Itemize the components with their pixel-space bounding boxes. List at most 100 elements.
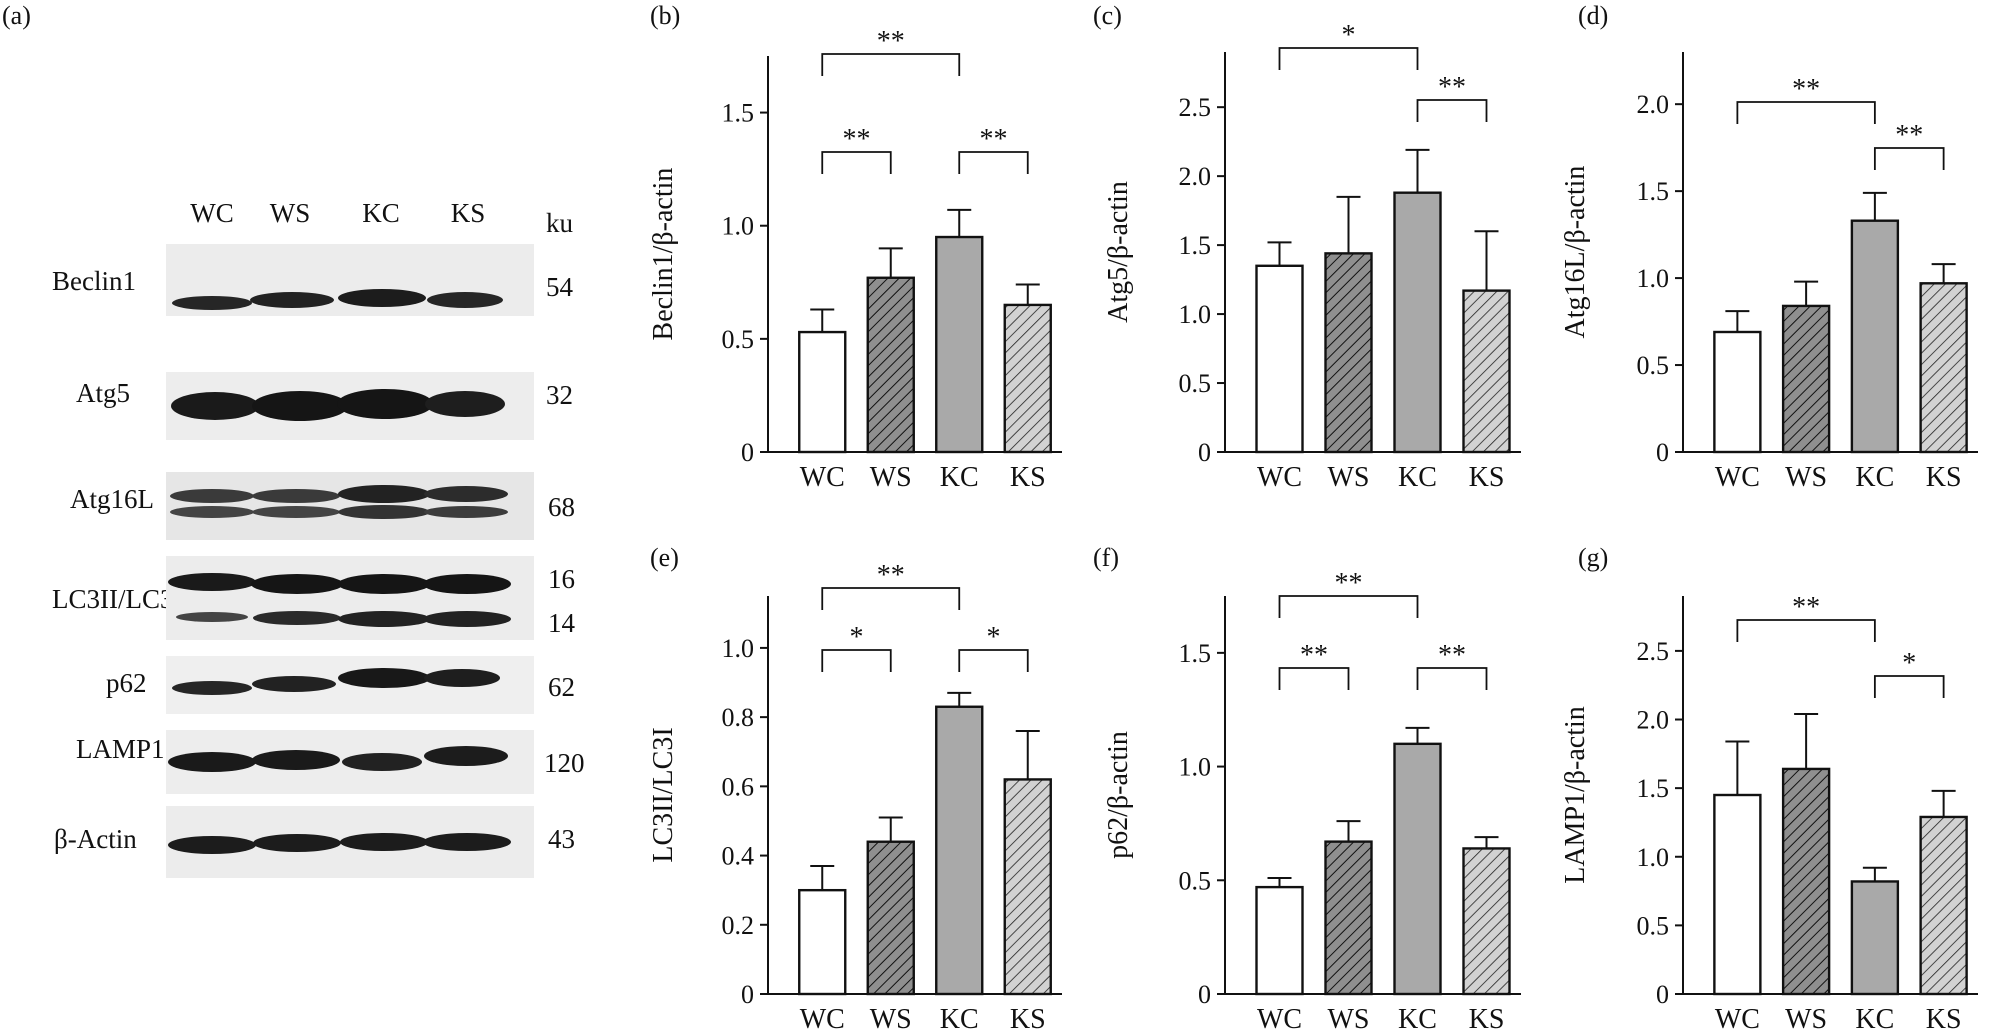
y-tick-label-f: 0.5 [1179,866,1212,895]
bar-f-ws [1324,840,1373,996]
y-tick-label-e: 0 [741,980,754,1009]
y-tick-label-f: 1.0 [1179,753,1212,782]
significance-bracket-c [1416,99,1488,122]
significance-label-b: ** [877,26,905,57]
band-atg16l-upper-wc [170,489,254,503]
category-label-e-wc: WC [800,1004,845,1034]
significance-bracket-f [1278,595,1419,618]
band-lc3i-kc [338,611,430,627]
category-label-b-ks: KS [1010,462,1046,493]
significance-bracket-f [1416,667,1488,690]
bar-c-ks [1462,289,1511,454]
bar-e-kc [935,705,984,996]
chart-d: (d) 0 0.5 1.0 1.5 2.0 Atg16L/β-actin WC WS KC KS **… [1560,1,1978,493]
bar-b-ks [1003,303,1052,454]
protein-label-beclin1: Beclin1 [52,266,136,296]
y-tick-label-g: 0 [1656,980,1669,1009]
bar-c-kc [1393,191,1442,454]
significance-bracket-b [821,151,892,174]
category-label-g-kc: KC [1855,1004,1894,1034]
category-label-d-ws: WS [1785,462,1827,493]
y-tick-label-c: 2.5 [1179,93,1212,122]
band-lc3i-wc [176,612,248,622]
band-atg5-ws [252,391,348,421]
bar-g-ws [1781,767,1831,996]
significance-label-g: * [1902,648,1916,679]
category-label-b-ws: WS [870,462,912,493]
significance-bracket-e [821,649,892,672]
category-label-b-wc: WC [800,462,845,493]
band-lc3ii-ws [251,574,343,594]
significance-bracket-c [1278,47,1419,70]
category-label-g-wc: WC [1715,1004,1760,1034]
category-label-c-kc: KC [1398,462,1437,493]
significance-bracket-g [1736,619,1876,642]
significance-bracket-b [958,151,1029,174]
y-axis-title-b: Beclin1/β-actin [648,168,679,341]
band-atg16l-upper-kc [338,485,430,503]
significance-bracket-b [821,53,961,76]
category-label-d-kc: KC [1855,462,1894,493]
band-lamp1-ks [424,746,508,766]
band-lc3ii-ks [423,574,511,594]
band-atg5-kc [337,389,433,419]
band-atg16l-lower-ws [252,506,340,518]
category-label-c-ks: KS [1469,462,1505,493]
lane-label-ws: WS [270,198,311,228]
y-tick-label-g: 1.5 [1637,774,1670,803]
band-lamp1-kc [342,753,422,771]
category-label-e-ks: KS [1010,1004,1046,1034]
y-tick-label-g: 2.0 [1637,706,1670,735]
chart-f: (f) 0 0.5 1.0 1.5 p62/β-actin WC WS KC KS ** ** ** [1093,543,1521,1034]
category-label-c-wc: WC [1257,462,1302,493]
category-label-d-wc: WC [1715,462,1760,493]
y-tick-label-b: 0.5 [722,325,755,354]
bar-e-ks [1003,778,1052,996]
band-p62-kc [338,668,430,688]
band-lc3i-ks [423,611,511,627]
significance-label-d: ** [1895,120,1923,151]
y-tick-label-f: 1.5 [1179,639,1212,668]
ku-unit-label: ku [546,208,574,238]
significance-label-e: * [850,622,864,653]
category-label-f-wc: WC [1257,1004,1302,1034]
protein-label-p62: p62 [106,668,147,698]
y-tick-label-d: 0 [1656,438,1669,467]
y-tick-label-c: 1.5 [1179,231,1212,260]
panel-letter-c: (c) [1093,1,1122,30]
bar-d-wc [1713,330,1762,454]
band-p62-ks [424,669,500,687]
lane-label-wc: WC [190,198,234,228]
y-tick-label-d: 2.0 [1637,90,1670,119]
bar-d-kc [1850,219,1900,454]
y-tick-label-b: 0 [741,438,754,467]
category-label-f-kc: KC [1398,1004,1437,1034]
y-tick-label-f: 0 [1198,980,1211,1009]
band-beta-actin-wc [168,836,256,854]
chart-c: (c) 0 0.5 1.0 1.5 2.0 2.5 Atg5/β-actin WC WS KC KS *… [1093,1,1521,493]
band-p62-ws [252,676,336,692]
y-tick-label-e: 0.8 [722,703,755,732]
bar-g-kc [1850,880,1900,996]
band-beclin1-kc [338,289,426,307]
bar-c-wc [1255,264,1304,454]
bar-b-ws [866,276,915,454]
significance-bracket-g [1873,675,1945,698]
significance-label-d: ** [1792,74,1820,105]
significance-bracket-e [821,587,961,610]
panel-letter-a: (a) [2,1,31,30]
significance-bracket-d [1873,147,1945,170]
size-label-120: 120 [544,748,585,778]
y-tick-label-d: 0.5 [1637,351,1670,380]
significance-bracket-f [1278,667,1350,690]
significance-label-g: ** [1792,592,1820,623]
significance-label-c: * [1342,20,1356,51]
size-label-54: 54 [546,272,574,302]
bar-d-ws [1781,304,1831,454]
y-tick-label-c: 0 [1198,438,1211,467]
band-p62-wc [172,681,252,695]
band-beta-actin-ks [423,833,511,851]
bar-f-ks [1462,847,1511,996]
